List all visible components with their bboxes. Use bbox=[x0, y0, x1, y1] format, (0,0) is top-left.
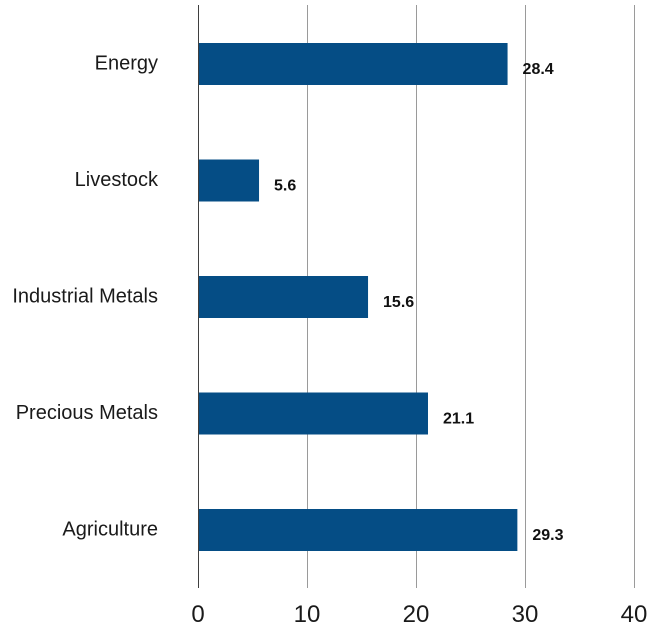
category-label: Energy bbox=[95, 52, 158, 74]
bar-energy bbox=[198, 43, 508, 85]
category-label: Livestock bbox=[75, 169, 159, 191]
bars bbox=[198, 43, 518, 551]
category-labels: Energy Livestock Industrial Metals Precious… bbox=[12, 52, 159, 540]
bar-precious-metals bbox=[198, 392, 428, 435]
x-tick-label: 30 bbox=[512, 601, 539, 628]
value-labels: 28.4 5.6 15.6 21.1 29.3 bbox=[274, 61, 564, 544]
value-label: 28.4 bbox=[523, 61, 554, 78]
bar-agriculture bbox=[198, 509, 518, 551]
value-label: 21.1 bbox=[443, 411, 474, 428]
category-label: Industrial Metals bbox=[12, 285, 158, 307]
value-label: 5.6 bbox=[274, 178, 296, 195]
category-label: Precious Metals bbox=[16, 402, 158, 424]
bar-livestock bbox=[198, 159, 260, 202]
x-tick-label: 20 bbox=[403, 601, 430, 628]
value-label: 29.3 bbox=[532, 527, 563, 544]
x-tick-label: 40 bbox=[621, 601, 648, 628]
x-tick-label: 10 bbox=[294, 601, 321, 628]
x-tick-labels: 0 10 20 30 40 bbox=[191, 601, 647, 628]
value-label: 15.6 bbox=[383, 294, 414, 311]
x-tick-label: 0 bbox=[191, 601, 204, 628]
category-label: Agriculture bbox=[62, 518, 158, 540]
bar-industrial-metals bbox=[198, 276, 369, 318]
